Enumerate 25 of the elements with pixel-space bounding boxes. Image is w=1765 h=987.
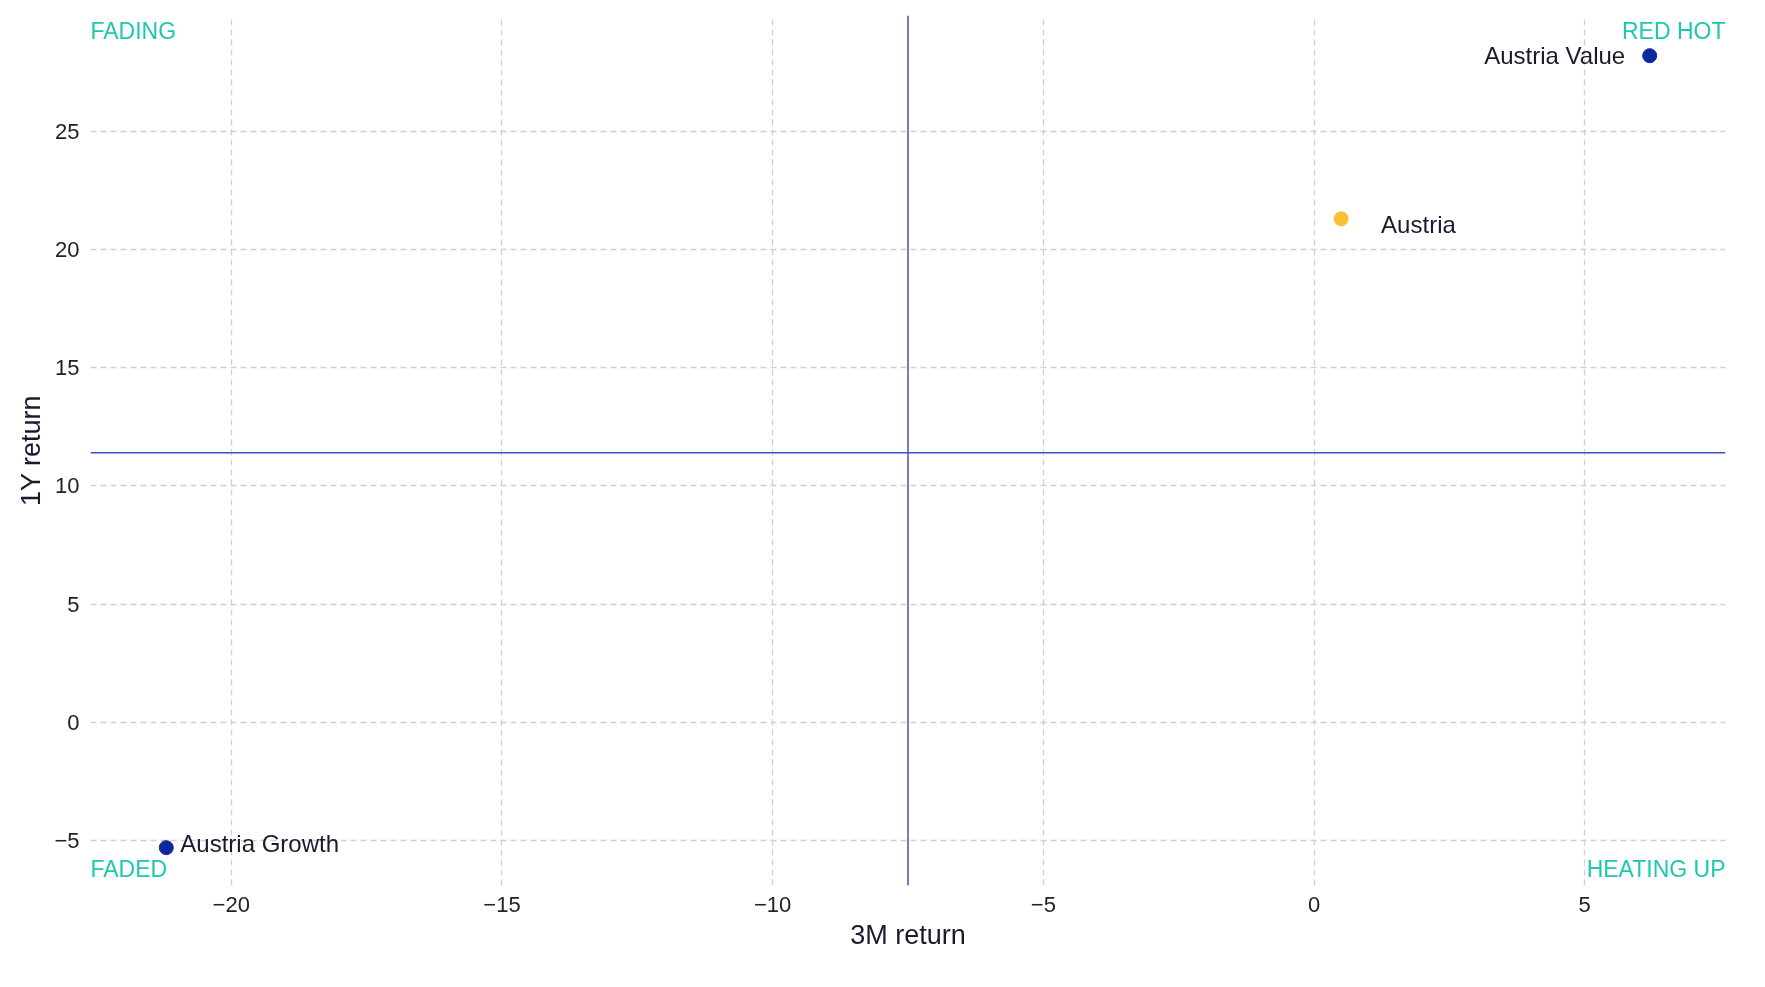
y-tick-label: 10: [55, 473, 80, 499]
annotation: FADED: [90, 855, 168, 882]
x-tick-label: −20: [212, 891, 250, 917]
x-tick-label: −10: [753, 891, 792, 917]
y-tick-label: 0: [67, 709, 80, 735]
y-tick-label: 20: [55, 237, 80, 263]
x-tick-label: 5: [1578, 891, 1591, 917]
series-label: Austria: [1381, 211, 1457, 239]
x-axis-title: 3M return: [850, 919, 966, 950]
y-tick-label: 25: [55, 118, 80, 144]
point: [1642, 48, 1658, 64]
annotation: RED HOT: [1622, 17, 1726, 44]
y-axis-title: 1Y return: [16, 395, 47, 507]
annotation: HEATING UP: [1586, 855, 1726, 882]
x-tick-label: −15: [483, 891, 521, 917]
series-label: Austria Growth: [180, 830, 340, 858]
annotation: FADING: [90, 17, 177, 44]
y-tick-label: 15: [55, 355, 80, 381]
y-tick-label: 5: [67, 591, 80, 617]
x-tick-label: 0: [1307, 891, 1321, 917]
point: [1333, 211, 1349, 227]
y-tick-label: −5: [54, 828, 80, 854]
series-label: Austria Value: [1484, 42, 1626, 70]
point: [158, 840, 174, 856]
x-tick-label: −5: [1030, 891, 1056, 917]
